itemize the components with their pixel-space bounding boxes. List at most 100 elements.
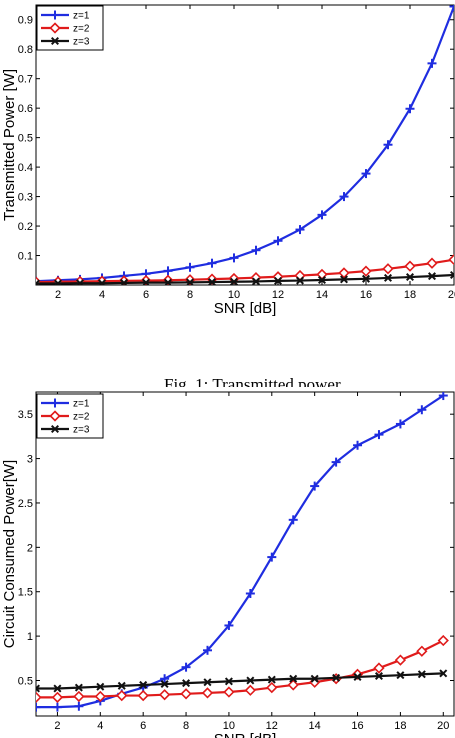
legend-marker (49, 22, 61, 34)
data-point (229, 277, 239, 285)
x-tick-label: 2 (54, 720, 60, 732)
legend-marker-b (50, 424, 60, 434)
y-tick-label: 0.4 (18, 162, 33, 174)
x-tick-label: 16 (351, 720, 363, 732)
data-point-b (53, 684, 62, 693)
x-tick-label: 12 (272, 289, 284, 301)
legend-marker-b (50, 36, 60, 46)
y-tick-label: 0.5 (18, 675, 33, 687)
data-point-b (332, 673, 341, 682)
legend-label: z=3 (73, 37, 90, 48)
x-tick-label: 6 (140, 720, 146, 732)
data-point-b (273, 276, 283, 285)
data-point (289, 674, 298, 683)
x-tick-label: 20 (437, 720, 449, 732)
y-tick-label: 2 (27, 542, 33, 554)
data-point (202, 645, 212, 655)
data-point-b (310, 674, 319, 683)
data-point-b (289, 674, 298, 683)
data-point (273, 276, 283, 285)
x-tick-label: 8 (183, 720, 189, 732)
y-tick-label: 2.5 (18, 498, 33, 510)
x-axis-label: SNR [dB] (214, 300, 277, 317)
data-point (139, 680, 148, 689)
legend-entry: z=1 (41, 10, 90, 22)
legend-marker (50, 36, 60, 46)
data-point (426, 257, 438, 269)
data-point (137, 689, 149, 702)
legend-marker (49, 410, 61, 422)
data-point-b (203, 678, 212, 687)
data-point (331, 457, 341, 467)
data-point (405, 273, 415, 282)
data-point (437, 634, 449, 647)
data-point (53, 279, 63, 285)
data-point (360, 265, 372, 277)
data-point (245, 589, 255, 599)
y-tick-label: 0.6 (18, 103, 33, 115)
data-point (74, 701, 84, 711)
data-point-b (295, 276, 305, 285)
data-point-b (96, 682, 105, 691)
data-point (53, 684, 62, 693)
data-point-b (361, 274, 371, 283)
data-point (163, 278, 173, 285)
legend-entry: z=2 (41, 22, 90, 35)
data-point (267, 675, 276, 684)
data-point (427, 272, 437, 281)
data-point (383, 273, 393, 282)
data-point (438, 392, 448, 401)
data-point (160, 674, 170, 684)
plot-area (35, 391, 455, 717)
data-point-b (160, 680, 169, 689)
data-point (416, 645, 428, 657)
data-point (36, 702, 41, 712)
data-point-b (139, 680, 148, 689)
data-point (73, 690, 85, 703)
legend-label: z=2 (73, 24, 90, 35)
data-point (449, 270, 454, 279)
data-point-b (207, 278, 217, 285)
data-point (266, 681, 278, 694)
data-point-b (439, 669, 448, 678)
data-point (267, 552, 277, 562)
y-tick-label: 0.3 (18, 192, 33, 204)
x-tick-label: 8 (187, 289, 193, 301)
data-point-b (339, 275, 349, 284)
data-point (75, 279, 85, 285)
data-point-b (224, 677, 233, 686)
data-point-b (246, 676, 255, 685)
data-point-b (74, 683, 83, 692)
data-point-b (449, 273, 454, 279)
data-point (353, 672, 362, 681)
data-point (207, 258, 217, 268)
data-point (207, 278, 217, 285)
data-point (395, 419, 405, 429)
data-point (185, 278, 195, 285)
y-tick-label: 0.5 (18, 133, 33, 145)
x-tick-label: 20 (448, 289, 455, 301)
data-point-b (374, 672, 383, 681)
data-point (310, 481, 320, 491)
y-tick-label: 0.1 (18, 251, 33, 263)
x-tick-label: 4 (99, 289, 105, 301)
data-point (119, 278, 129, 285)
series-line (36, 672, 444, 690)
caption-text: Fig. 1: Transmitted power (164, 375, 341, 394)
y-tick-label: 0.2 (18, 221, 33, 233)
data-point-b (142, 278, 151, 285)
data-point (448, 254, 454, 266)
legend-marker (50, 10, 60, 20)
data-point (332, 673, 341, 682)
data-point (246, 676, 255, 685)
figure-caption: Fig. 1: Transmitted power (60, 373, 455, 394)
data-point (273, 236, 283, 246)
data-point (141, 278, 151, 285)
data-point (339, 275, 349, 284)
data-point-b (185, 278, 195, 285)
data-point (251, 277, 261, 285)
legend: z=1 z=2 z=3 (36, 393, 104, 439)
legend-entry: z=2 (41, 410, 90, 423)
data-point (36, 684, 41, 693)
